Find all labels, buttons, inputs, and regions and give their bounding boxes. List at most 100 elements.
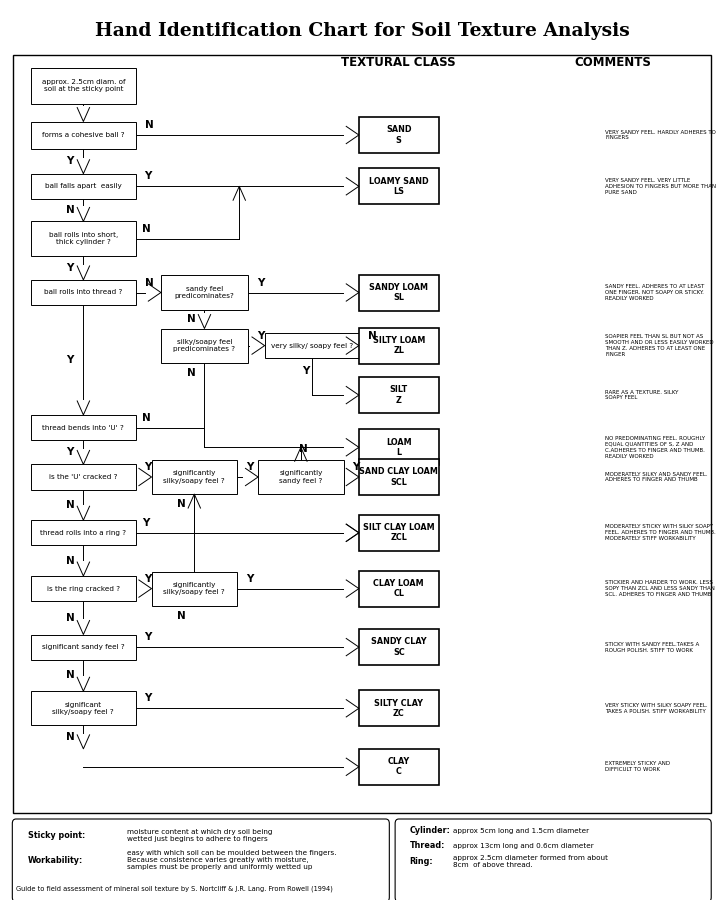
Text: Y: Y <box>145 171 152 182</box>
Text: Y: Y <box>67 447 74 457</box>
FancyBboxPatch shape <box>265 333 359 358</box>
FancyBboxPatch shape <box>359 377 439 413</box>
Text: thread bends into 'U' ?: thread bends into 'U' ? <box>43 425 124 430</box>
Text: ball rolls into short,
thick cylinder ?: ball rolls into short, thick cylinder ? <box>49 232 118 245</box>
Text: COMMENTS: COMMENTS <box>574 57 651 69</box>
Text: approx 5cm long and 1.5cm diameter: approx 5cm long and 1.5cm diameter <box>453 828 589 833</box>
FancyBboxPatch shape <box>359 459 439 495</box>
Text: MODERATELY STICKY WITH SILKY SOAPY
FEEL. ADHERES TO FINGER AND THUMB.
MODERATELY: MODERATELY STICKY WITH SILKY SOAPY FEEL.… <box>605 525 716 541</box>
Text: Y: Y <box>302 365 310 376</box>
Text: approx. 2.5cm diam. of
soil at the sticky point: approx. 2.5cm diam. of soil at the stick… <box>41 79 125 92</box>
Text: Y: Y <box>145 573 152 584</box>
Text: N: N <box>299 444 308 454</box>
FancyBboxPatch shape <box>12 819 389 900</box>
Text: N: N <box>66 613 75 623</box>
Text: STICKY WITH SANDY FEEL.TAKES A
ROUGH POLISH. STIFF TO WORK: STICKY WITH SANDY FEEL.TAKES A ROUGH POL… <box>605 642 700 652</box>
Text: ball rolls into thread ?: ball rolls into thread ? <box>44 290 123 295</box>
Text: EXTREMELY STICKY AND
DIFFICULT TO WORK: EXTREMELY STICKY AND DIFFICULT TO WORK <box>605 761 671 772</box>
Text: Workability:: Workability: <box>28 856 83 865</box>
Text: MODERATELY SILKY AND SANDY FEEL.
ADHERES TO FINGER AND THUMB: MODERATELY SILKY AND SANDY FEEL. ADHERES… <box>605 472 708 482</box>
Text: significant sandy feel ?: significant sandy feel ? <box>42 644 125 650</box>
FancyBboxPatch shape <box>31 634 136 660</box>
Text: sandy feel
predicominates?: sandy feel predicominates? <box>175 286 234 299</box>
Text: Y: Y <box>145 693 152 704</box>
Text: SAND
S: SAND S <box>386 125 412 145</box>
Text: SILTY LOAM
ZL: SILTY LOAM ZL <box>373 336 425 356</box>
Text: VERY STICKY WITH SILKY SOAPY FEEL.
TAKES A POLISH. STIFF WORKABILITY: VERY STICKY WITH SILKY SOAPY FEEL. TAKES… <box>605 703 708 714</box>
Text: significantly
sandy feel ?: significantly sandy feel ? <box>279 471 323 483</box>
FancyBboxPatch shape <box>258 460 344 494</box>
Text: approx 13cm long and 0.6cm diameter: approx 13cm long and 0.6cm diameter <box>453 843 594 849</box>
Text: Y: Y <box>352 462 360 472</box>
Text: Y: Y <box>145 462 152 472</box>
Text: significant
silky/soapy feel ?: significant silky/soapy feel ? <box>52 702 115 715</box>
FancyBboxPatch shape <box>31 520 136 545</box>
Text: N: N <box>142 412 151 423</box>
FancyBboxPatch shape <box>31 464 136 490</box>
Text: N: N <box>145 277 154 288</box>
Text: LOAM
L: LOAM L <box>386 437 412 457</box>
Text: N: N <box>66 732 75 742</box>
FancyBboxPatch shape <box>31 280 136 305</box>
Text: Guide to field assessment of mineral soil texture by S. Nortcliff & J.R. Lang. F: Guide to field assessment of mineral soi… <box>16 885 333 892</box>
Text: Y: Y <box>67 355 74 365</box>
Text: VERY SANDY FEEL. HARDLY ADHERES TO
FINGERS: VERY SANDY FEEL. HARDLY ADHERES TO FINGE… <box>605 130 716 140</box>
Text: VERY SANDY FEEL. VERY LITTLE
ADHESION TO FINGERS BUT MORE THAN
PURE SAND: VERY SANDY FEEL. VERY LITTLE ADHESION TO… <box>605 178 716 194</box>
FancyBboxPatch shape <box>359 690 439 726</box>
Text: N: N <box>187 314 196 324</box>
Text: Sticky point:: Sticky point: <box>28 831 85 840</box>
Text: easy with which soil can be moulded between the fingers.
Because consistence var: easy with which soil can be moulded betw… <box>127 850 336 870</box>
Text: SOAPIER FEEL THAN SL BUT NOT AS
SMOOTH AND OR LESS EASILY WORKED
THAN Z. ADHERES: SOAPIER FEEL THAN SL BUT NOT AS SMOOTH A… <box>605 335 714 356</box>
FancyBboxPatch shape <box>359 117 439 153</box>
Text: SILT CLAY LOAM
ZCL: SILT CLAY LOAM ZCL <box>363 523 434 543</box>
FancyBboxPatch shape <box>359 515 439 551</box>
Text: Y: Y <box>142 518 149 528</box>
FancyBboxPatch shape <box>152 572 237 606</box>
FancyBboxPatch shape <box>31 122 136 148</box>
Text: very silky/ soapy feel ?: very silky/ soapy feel ? <box>270 343 353 348</box>
FancyBboxPatch shape <box>31 68 136 104</box>
Text: CLAY
C: CLAY C <box>388 757 410 777</box>
FancyBboxPatch shape <box>161 275 248 310</box>
Text: N: N <box>66 555 75 566</box>
FancyBboxPatch shape <box>161 328 248 363</box>
Text: NO PREDOMINATING FEEL. ROUGHLY
EQUAL QUANTITIES OF S, Z AND
C.ADHERES TO FINGER : NO PREDOMINATING FEEL. ROUGHLY EQUAL QUA… <box>605 436 705 458</box>
Text: Cylinder:: Cylinder: <box>410 826 450 835</box>
FancyBboxPatch shape <box>152 460 237 494</box>
Text: SANDY FEEL. ADHERES TO AT LEAST
ONE FINGER. NOT SOAPY OR STICKY.
READILY WORKED: SANDY FEEL. ADHERES TO AT LEAST ONE FING… <box>605 284 705 301</box>
Text: SANDY CLAY
SC: SANDY CLAY SC <box>371 637 426 657</box>
Text: RARE AS A TEXTURE. SILKY
SOAPY FEEL: RARE AS A TEXTURE. SILKY SOAPY FEEL <box>605 390 679 400</box>
Text: significantly
silky/soapy feel ?: significantly silky/soapy feel ? <box>163 582 225 595</box>
FancyBboxPatch shape <box>31 415 136 440</box>
Text: TEXTURAL CLASS: TEXTURAL CLASS <box>341 57 456 69</box>
Text: Thread:: Thread: <box>410 842 445 850</box>
FancyBboxPatch shape <box>359 629 439 665</box>
Text: Ring:: Ring: <box>410 857 434 866</box>
Text: Y: Y <box>246 573 253 584</box>
Text: is the ring cracked ?: is the ring cracked ? <box>47 586 120 591</box>
FancyBboxPatch shape <box>359 274 439 310</box>
Text: SAND CLAY LOAM
SCL: SAND CLAY LOAM SCL <box>360 467 438 487</box>
Text: Y: Y <box>67 263 74 273</box>
FancyBboxPatch shape <box>31 221 136 256</box>
Text: significantly
silky/soapy feel ?: significantly silky/soapy feel ? <box>163 471 225 483</box>
Text: N: N <box>66 670 75 680</box>
Text: N: N <box>368 330 376 341</box>
Text: N: N <box>187 367 196 378</box>
FancyBboxPatch shape <box>359 571 439 607</box>
Text: moisture content at which dry soil being
wetted just begins to adhere to fingers: moisture content at which dry soil being… <box>127 829 273 842</box>
Text: Y: Y <box>67 156 74 166</box>
Text: SANDY LOAM
SL: SANDY LOAM SL <box>369 283 428 302</box>
Text: N: N <box>66 205 75 215</box>
Text: forms a cohesive ball ?: forms a cohesive ball ? <box>42 132 125 138</box>
FancyBboxPatch shape <box>359 429 439 465</box>
Text: is the 'U' cracked ?: is the 'U' cracked ? <box>49 474 117 480</box>
Text: approx 2.5cm diameter formed from about
8cm  of above thread.: approx 2.5cm diameter formed from about … <box>453 855 608 868</box>
FancyBboxPatch shape <box>395 819 711 900</box>
Text: Hand Identification Chart for Soil Texture Analysis: Hand Identification Chart for Soil Textu… <box>95 22 630 40</box>
Text: SILT
Z: SILT Z <box>389 385 408 405</box>
Text: LOAMY SAND
LS: LOAMY SAND LS <box>369 176 428 196</box>
FancyBboxPatch shape <box>13 55 710 813</box>
Text: thread rolls into a ring ?: thread rolls into a ring ? <box>41 530 126 536</box>
Text: ball falls apart  easily: ball falls apart easily <box>45 184 122 189</box>
